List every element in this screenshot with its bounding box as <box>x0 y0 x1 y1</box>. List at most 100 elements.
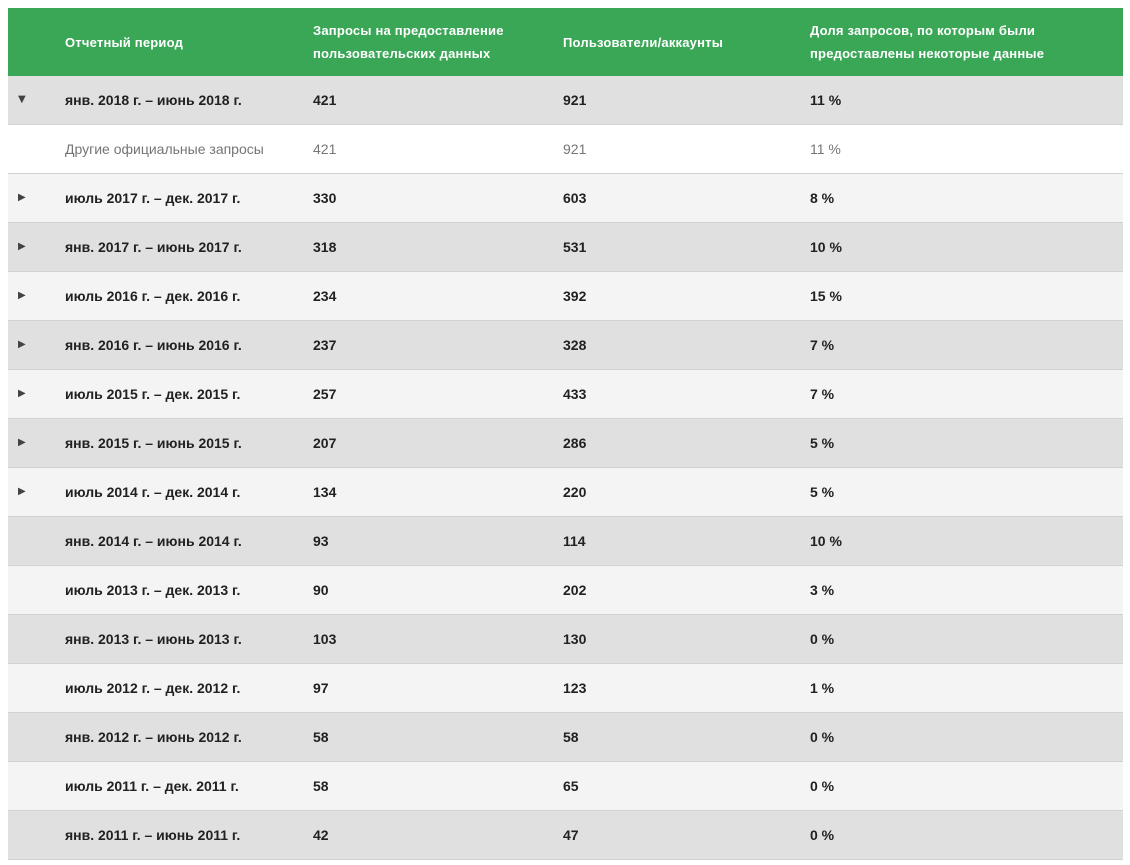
share-cell: 7 % <box>810 386 835 402</box>
expand-arrow-icon[interactable]: ▶ <box>18 193 26 203</box>
table-row: янв. 2012 г. – июнь 2012 г. 58 58 0 % <box>8 713 1123 762</box>
table-row[interactable]: ▶ июль 2015 г. – дек. 2015 г. 257 433 7 … <box>8 370 1123 419</box>
share-cell: 11 % <box>810 141 841 157</box>
column-header-period: Отчетный период <box>65 34 184 50</box>
users-cell: 202 <box>563 582 587 598</box>
requests-cell: 421 <box>313 141 337 157</box>
share-cell: 10 % <box>810 239 842 255</box>
requests-cell: 234 <box>313 288 337 304</box>
share-cell: 10 % <box>810 533 842 549</box>
table-row[interactable]: ▶ июль 2016 г. – дек. 2016 г. 234 392 15… <box>8 272 1123 321</box>
table-row[interactable]: ▶ июль 2017 г. – дек. 2017 г. 330 603 8 … <box>8 174 1123 223</box>
share-cell: 11 % <box>810 92 842 108</box>
users-cell: 531 <box>563 239 587 255</box>
share-cell: 15 % <box>810 288 842 304</box>
expander-cell[interactable]: ▶ <box>8 291 65 301</box>
share-cell: 0 % <box>810 827 835 843</box>
period-cell: янв. 2015 г. – июнь 2015 г. <box>65 435 242 451</box>
share-cell: 7 % <box>810 337 835 353</box>
table-row: янв. 2014 г. – июнь 2014 г. 93 114 10 % <box>8 517 1123 566</box>
share-cell: 0 % <box>810 778 835 794</box>
users-cell: 58 <box>563 729 579 745</box>
table-row: янв. 2013 г. – июнь 2013 г. 103 130 0 % <box>8 615 1123 664</box>
period-cell: июль 2012 г. – дек. 2012 г. <box>65 680 241 696</box>
period-cell: июль 2014 г. – дек. 2014 г. <box>65 484 241 500</box>
expander-cell[interactable]: ▶ <box>8 193 65 203</box>
expand-arrow-icon[interactable]: ▶ <box>18 291 26 301</box>
users-cell: 130 <box>563 631 587 647</box>
users-cell: 328 <box>563 337 587 353</box>
table-row: июль 2013 г. – дек. 2013 г. 90 202 3 % <box>8 566 1123 615</box>
table-row: июль 2012 г. – дек. 2012 г. 97 123 1 % <box>8 664 1123 713</box>
expander-cell[interactable]: ▼ <box>8 95 65 105</box>
column-header-requests: Запросы на предоставление пользовательск… <box>313 23 504 61</box>
expander-cell[interactable]: ▶ <box>8 487 65 497</box>
period-cell: янв. 2012 г. – июнь 2012 г. <box>65 729 242 745</box>
table-row: янв. 2011 г. – июнь 2011 г. 42 47 0 % <box>8 811 1123 860</box>
users-cell: 603 <box>563 190 587 206</box>
period-cell: янв. 2017 г. – июнь 2017 г. <box>65 239 242 255</box>
column-header-share-disclosed: Доля запросов, по которым были предостав… <box>810 23 1045 61</box>
share-cell: 1 % <box>810 680 835 696</box>
requests-cell: 58 <box>313 778 329 794</box>
requests-cell: 58 <box>313 729 329 745</box>
expand-arrow-icon[interactable]: ▶ <box>18 487 26 497</box>
share-cell: 5 % <box>810 484 835 500</box>
requests-cell: 97 <box>313 680 329 696</box>
expand-arrow-icon[interactable]: ▶ <box>18 438 26 448</box>
table-row: июль 2011 г. – дек. 2011 г. 58 65 0 % <box>8 762 1123 811</box>
users-cell: 123 <box>563 680 587 696</box>
user-data-requests-table: Отчетный период Запросы на предоставлени… <box>8 8 1123 860</box>
table-row: Другие официальные запросы 421 921 11 % <box>8 125 1123 174</box>
requests-cell: 421 <box>313 92 337 108</box>
period-cell: янв. 2014 г. – июнь 2014 г. <box>65 533 242 549</box>
requests-cell: 237 <box>313 337 337 353</box>
column-header-users-accounts: Пользователи/аккаунты <box>563 34 724 50</box>
users-cell: 921 <box>563 92 587 108</box>
expander-cell[interactable]: ▶ <box>8 438 65 448</box>
period-cell: янв. 2018 г. – июнь 2018 г. <box>65 92 242 108</box>
table-row[interactable]: ▶ янв. 2015 г. – июнь 2015 г. 207 286 5 … <box>8 419 1123 468</box>
requests-cell: 318 <box>313 239 337 255</box>
share-cell: 0 % <box>810 631 835 647</box>
period-cell: июль 2016 г. – дек. 2016 г. <box>65 288 241 304</box>
period-cell: июль 2017 г. – дек. 2017 г. <box>65 190 241 206</box>
period-cell: янв. 2016 г. – июнь 2016 г. <box>65 337 242 353</box>
requests-cell: 330 <box>313 190 337 206</box>
users-cell: 220 <box>563 484 587 500</box>
users-cell: 921 <box>563 141 587 157</box>
share-cell: 8 % <box>810 190 835 206</box>
table-row[interactable]: ▶ янв. 2017 г. – июнь 2017 г. 318 531 10… <box>8 223 1123 272</box>
period-cell: янв. 2013 г. – июнь 2013 г. <box>65 631 242 647</box>
expand-arrow-icon[interactable]: ▶ <box>18 340 26 350</box>
table-row[interactable]: ▶ янв. 2016 г. – июнь 2016 г. 237 328 7 … <box>8 321 1123 370</box>
requests-cell: 257 <box>313 386 337 402</box>
users-cell: 114 <box>563 533 586 549</box>
expander-cell[interactable]: ▶ <box>8 389 65 399</box>
share-cell: 5 % <box>810 435 835 451</box>
expand-arrow-icon[interactable]: ▶ <box>18 389 26 399</box>
table-row[interactable]: ▼ янв. 2018 г. – июнь 2018 г. 421 921 11… <box>8 76 1123 125</box>
table-row[interactable]: ▶ июль 2014 г. – дек. 2014 г. 134 220 5 … <box>8 468 1123 517</box>
users-cell: 392 <box>563 288 587 304</box>
share-cell: 3 % <box>810 582 835 598</box>
period-cell: июль 2015 г. – дек. 2015 г. <box>65 386 241 402</box>
requests-cell: 90 <box>313 582 329 598</box>
requests-cell: 207 <box>313 435 337 451</box>
requests-cell: 42 <box>313 827 329 843</box>
share-cell: 0 % <box>810 729 835 745</box>
users-cell: 65 <box>563 778 579 794</box>
table-body: ▼ янв. 2018 г. – июнь 2018 г. 421 921 11… <box>8 76 1123 860</box>
table-header-row: Отчетный период Запросы на предоставлени… <box>8 8 1123 76</box>
period-cell: Другие официальные запросы <box>65 141 264 157</box>
requests-cell: 93 <box>313 533 329 549</box>
expander-cell[interactable]: ▶ <box>8 242 65 252</box>
expander-cell[interactable]: ▶ <box>8 340 65 350</box>
collapse-arrow-icon[interactable]: ▼ <box>18 95 26 105</box>
period-cell: июль 2011 г. – дек. 2011 г. <box>65 778 239 794</box>
expand-arrow-icon[interactable]: ▶ <box>18 242 26 252</box>
users-cell: 433 <box>563 386 587 402</box>
users-cell: 47 <box>563 827 579 843</box>
requests-cell: 103 <box>313 631 337 647</box>
period-cell: янв. 2011 г. – июнь 2011 г. <box>65 827 241 843</box>
